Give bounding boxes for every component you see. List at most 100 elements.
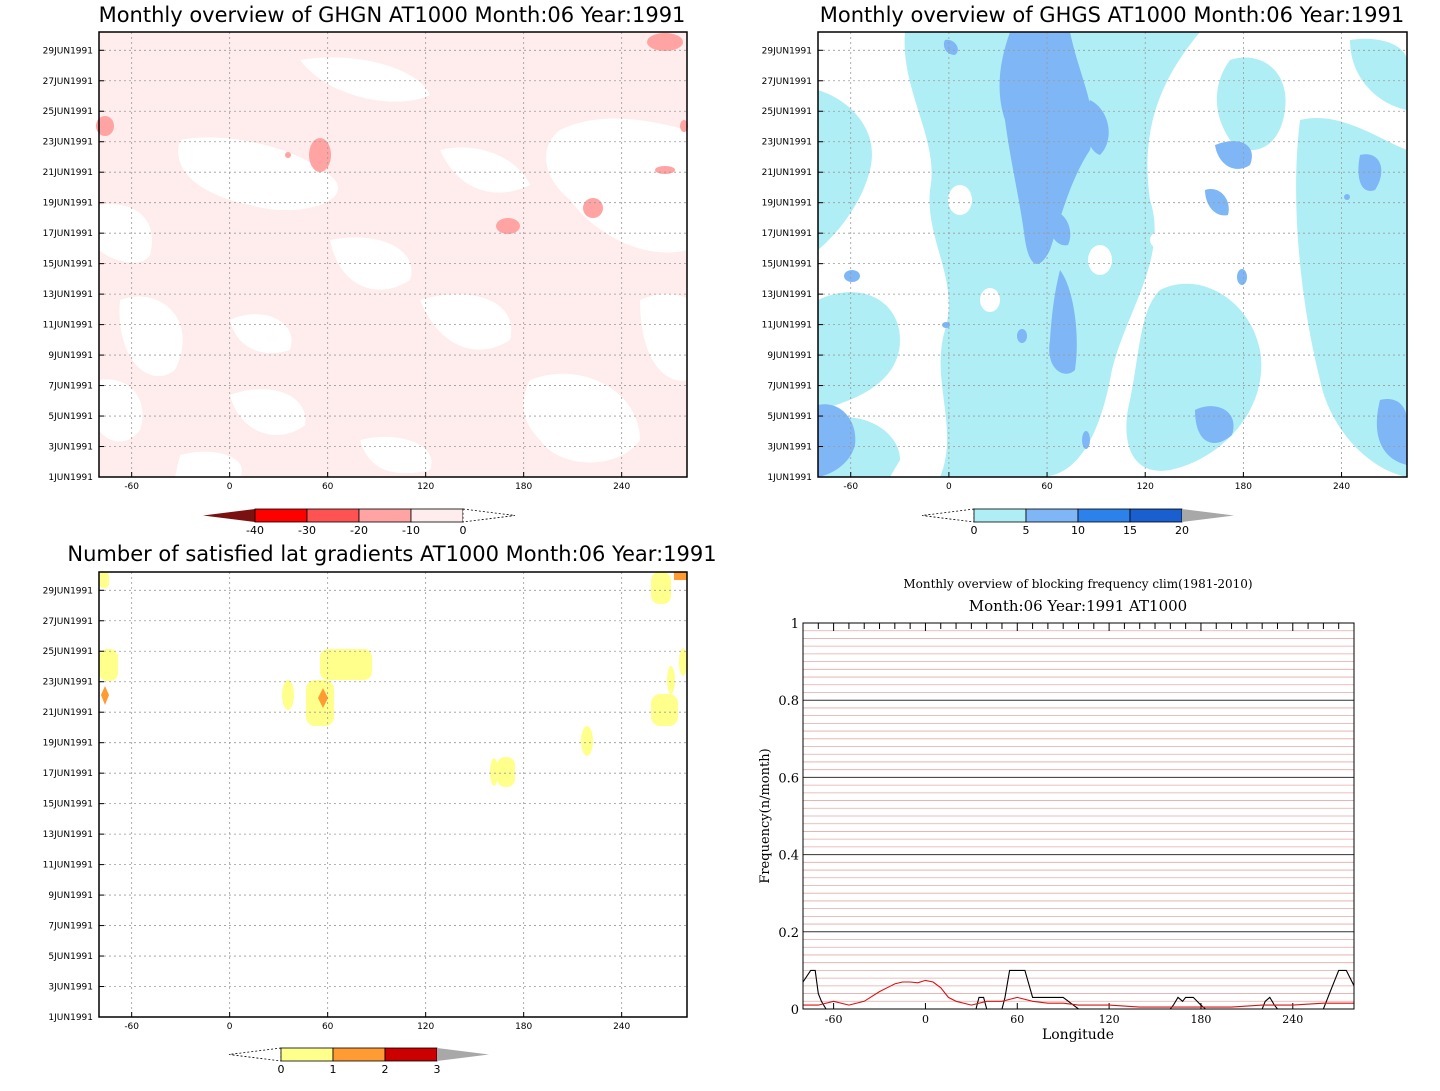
gradients-plot-frame (98, 571, 688, 1018)
ghgs-colorbar-segment (1129, 508, 1183, 523)
ghgs-low-area (1350, 38, 1407, 110)
ghgn-x-tick-label: 240 (613, 482, 630, 492)
ghgs-mid-area (844, 270, 860, 282)
ghgs-mid-area (1215, 141, 1252, 169)
ghgn-near-zero-area (440, 147, 530, 193)
ghgs-x-tick-label: 60 (1041, 482, 1053, 492)
gradients-one-area (651, 694, 678, 726)
ghgn-y-tick-label: 13JUN1991 (43, 290, 93, 300)
gradients-x-tick-label: 0 (227, 1022, 233, 1032)
blocking-y-tick-label: 0.8 (778, 694, 799, 709)
ghgn-negative-area (96, 116, 114, 136)
blocking-x-axis-label: Longitude (1042, 1027, 1114, 1043)
ghgs-y-tick-label: 9JUN1991 (767, 351, 812, 361)
blocking-y-tick-label: 0.4 (778, 849, 799, 864)
ghgn-colorbar-segment (254, 508, 308, 523)
ghgs-mid-area (1344, 194, 1350, 200)
ghgn-y-tick-label: 1JUN1991 (48, 473, 93, 483)
ghgs-colorbar-label: 5 (1023, 524, 1030, 537)
ghgs-colorbar-label: 10 (1071, 524, 1085, 537)
ghgn-y-tick-label: 15JUN1991 (43, 260, 93, 270)
ghgn-colorbar-label: -40 (246, 524, 264, 537)
ghgn-negative-area (583, 198, 603, 218)
gradients-colorbar-high-arrow (437, 1048, 489, 1061)
ghgn-y-tick-label: 3JUN1991 (48, 443, 93, 453)
gradients-two-area (318, 688, 328, 708)
gradients-y-tick-label: 5JUN1991 (48, 952, 93, 962)
ghgs-x-tick-label: 180 (1235, 482, 1252, 492)
ghgs-mid-area (1195, 406, 1234, 443)
ghgs-colorbar: 0 5 10 15 20 (921, 508, 1234, 537)
ghgs-colorbar-segment (1025, 508, 1079, 523)
ghgn-colorbar-label: -30 (298, 524, 316, 537)
ghgn-x-tick-label: -60 (124, 482, 139, 492)
gradients-colorbar-label: 0 (278, 1063, 285, 1076)
ghgs-title: Monthly overview of GHGS AT1000 Month:06… (820, 3, 1404, 27)
ghgs-near-zero-area (1088, 245, 1112, 275)
ghgn-y-tick-label: 29JUN1991 (43, 46, 93, 56)
gradients-y-tick-label: 21JUN1991 (43, 708, 93, 718)
ghgn-negative-area (285, 152, 291, 158)
ghgn-x-tick-label: 180 (515, 482, 532, 492)
ghgs-y-tick-label: 7JUN1991 (767, 382, 812, 392)
ghgn-colorbar-label: -20 (350, 524, 368, 537)
ghgn-colorbar-label: 0 (460, 524, 467, 537)
gradients-one-area (490, 758, 498, 786)
ghgs-low-area (818, 292, 900, 410)
ghgn-colorbar-segment (410, 508, 464, 523)
ghgn-near-zero-area (230, 389, 306, 435)
ghgn-x-ticks: -60 0 60 120 180 240 (124, 482, 630, 492)
gradients-colorbar-label: 3 (434, 1063, 441, 1076)
ghgs-colorbar-segment (1077, 508, 1131, 523)
gradients-y-tick-label: 13JUN1991 (43, 830, 93, 840)
ghgn-colorbar-segment (358, 508, 412, 523)
ghgs-y-tick-label: 5JUN1991 (767, 412, 812, 422)
ghgn-y-tick-label: 7JUN1991 (48, 382, 93, 392)
ghgs-y-tick-label: 19JUN1991 (762, 199, 812, 209)
ghgn-panel: Monthly overview of GHGN AT1000 Month:06… (43, 3, 688, 537)
ghgs-colorbar-low-arrow (921, 508, 975, 523)
ghgs-near-zero-area (1150, 228, 1190, 252)
ghgs-mid-area (1085, 100, 1109, 155)
ghgs-mid-area (999, 32, 1093, 264)
gradients-y-tick-label: 7JUN1991 (48, 922, 93, 932)
blocking-grid (802, 623, 1355, 1009)
gradients-colorbar-segment (280, 1047, 334, 1062)
ghgn-x-tick-label: 120 (417, 482, 434, 492)
ghgs-y-tick-label: 17JUN1991 (762, 229, 812, 239)
gradients-one-area (497, 757, 515, 787)
ghgs-y-tick-label: 13JUN1991 (762, 290, 812, 300)
blocking-climatology-line (803, 979, 1354, 1008)
gradients-one-area (581, 726, 593, 756)
ghgn-y-tick-label: 9JUN1991 (48, 351, 93, 361)
ghgn-colorbar-segment (306, 508, 360, 523)
ghgs-near-zero-area (980, 288, 1000, 312)
ghgn-near-zero-area (523, 373, 640, 463)
gradients-two-area (674, 572, 687, 580)
ghgn-negative-area (655, 166, 675, 174)
blocking-y-tick-label: 1 (791, 617, 799, 632)
gradients-colorbar-segment (332, 1047, 386, 1062)
ghgn-near-zero-area (99, 379, 143, 442)
gradients-y-tick-label: 11JUN1991 (43, 861, 93, 871)
gradients-x-tick-label: 60 (322, 1022, 334, 1032)
gradients-y-tick-label: 3JUN1991 (48, 983, 93, 993)
ghgn-y-ticks: 1JUN1991 3JUN1991 5JUN1991 7JUN1991 9JUN1991… (43, 46, 93, 483)
gradients-y-tick-label: 17JUN1991 (43, 769, 93, 779)
ghgs-mid-area (1017, 329, 1027, 343)
blocking-x-tick-label: 180 (1190, 1013, 1211, 1026)
gradients-one-area (667, 666, 675, 694)
gradients-title: Number of satisfied lat gradients AT1000… (67, 542, 716, 566)
blocking-panel: Monthly overview of blocking frequency c… (758, 577, 1355, 1043)
ghgs-y-tick-label: 21JUN1991 (762, 168, 812, 178)
gradients-y-tick-label: 9JUN1991 (48, 891, 93, 901)
ghgn-near-zero-area (119, 296, 183, 377)
ghgn-y-tick-label: 21JUN1991 (43, 168, 93, 178)
ghgs-colorbar-label: 15 (1123, 524, 1137, 537)
ghgs-y-tick-label: 1JUN1991 (767, 473, 812, 483)
blocking-x-ticks: -60 0 60 120 180 240 (825, 1013, 1304, 1026)
gradients-field (99, 572, 687, 1017)
ghgs-plot-frame (817, 31, 1408, 478)
gradients-one-area (99, 572, 109, 588)
